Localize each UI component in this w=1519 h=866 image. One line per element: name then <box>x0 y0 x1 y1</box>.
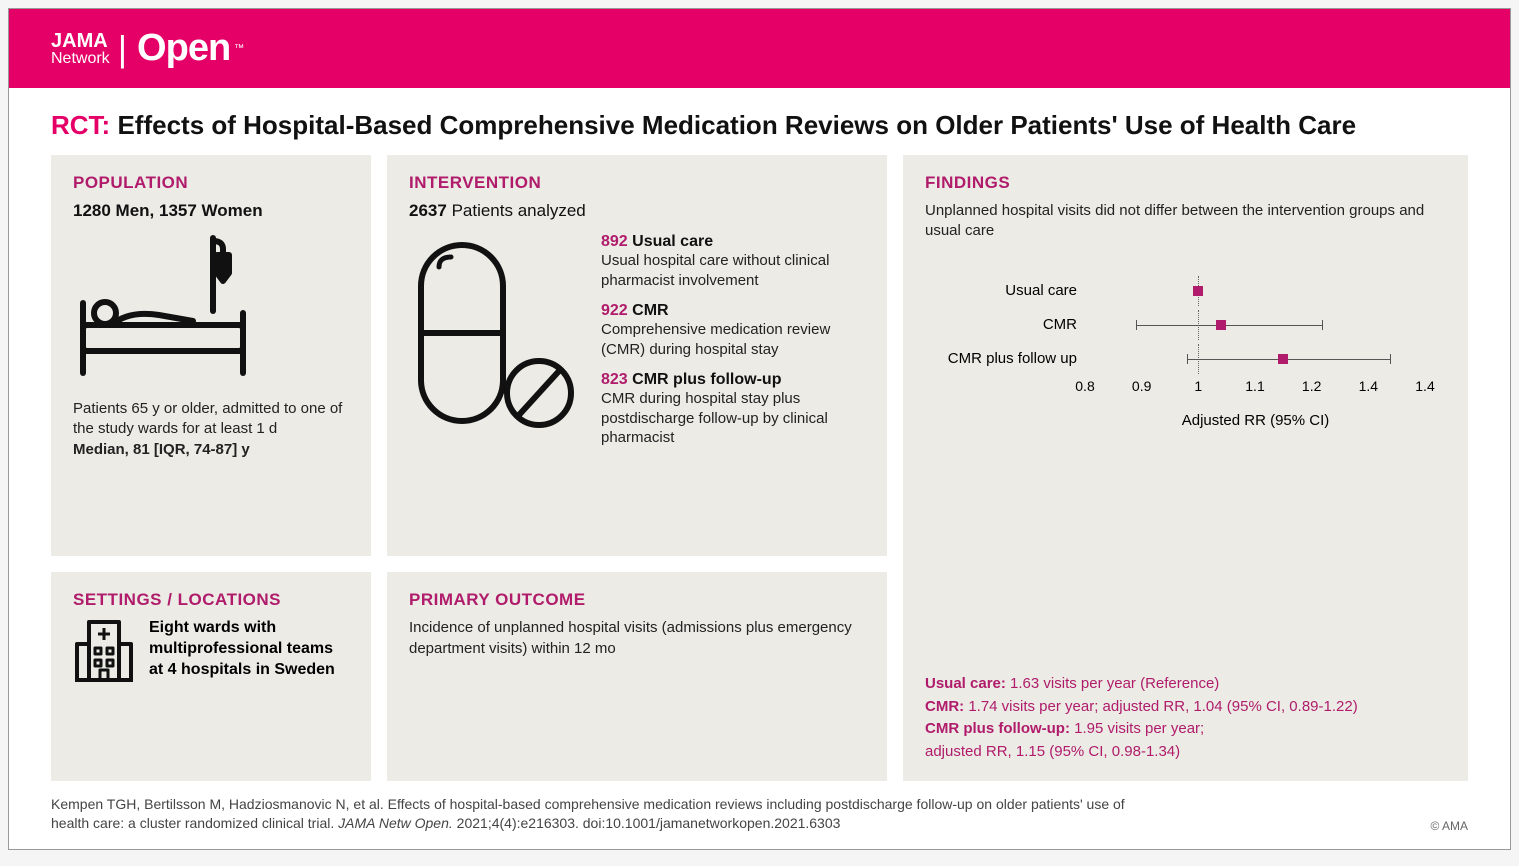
outcome-text: Incidence of unplanned hospital visits (… <box>409 618 865 659</box>
header-bar: JAMA Network | Open ™ <box>9 9 1510 88</box>
logo-trademark: ™ <box>234 43 244 54</box>
forest-row: Usual care <box>925 276 1426 306</box>
findings-results: Usual care: 1.63 visits per year (Refere… <box>925 673 1446 763</box>
population-median: Median, 81 [IQR, 74-87] y <box>73 440 349 460</box>
logo-jama-text: JAMA <box>51 31 110 51</box>
outcome-panel: PRIMARY OUTCOME Incidence of unplanned h… <box>387 572 887 781</box>
citation-text: Kempen TGH, Bertilsson M, Hadziosmanovic… <box>51 795 1151 833</box>
population-desc: Patients 65 y or older, admitted to one … <box>73 399 349 440</box>
title-prefix: RCT: <box>51 110 110 140</box>
pill-icon <box>409 233 579 460</box>
settings-text: Eight wards with multiprofessional teams… <box>149 618 349 680</box>
content-grid: POPULATION 1280 Men, 1357 Women <box>9 155 1510 781</box>
intervention-group: 823 CMR plus follow-upCMR during hospita… <box>601 371 865 448</box>
hospital-icon <box>73 618 135 684</box>
findings-summary: Unplanned hospital visits did not differ… <box>925 201 1446 242</box>
logo-network-text: Network <box>51 51 110 67</box>
outcome-heading: PRIMARY OUTCOME <box>409 590 865 610</box>
population-heading: POPULATION <box>73 173 349 193</box>
jama-network-open-logo: JAMA Network | Open ™ <box>51 27 244 70</box>
intervention-subtitle: 2637 Patients analyzed <box>409 201 865 221</box>
forest-row: CMR plus follow up <box>925 344 1426 374</box>
population-subtitle: 1280 Men, 1357 Women <box>73 201 349 221</box>
intervention-group: 892 Usual careUsual hospital care withou… <box>601 233 865 290</box>
settings-panel: SETTINGS / LOCATIONS <box>51 572 371 781</box>
infographic-page: JAMA Network | Open ™ RCT: Effects of Ho… <box>8 8 1511 850</box>
citation: Kempen TGH, Bertilsson M, Hadziosmanovic… <box>9 781 1510 849</box>
logo-divider: | <box>118 28 127 70</box>
hospital-bed-icon <box>73 233 349 383</box>
page-title: RCT: Effects of Hospital-Based Comprehen… <box>9 88 1510 155</box>
copyright: © AMA <box>1430 819 1468 833</box>
intervention-heading: INTERVENTION <box>409 173 865 193</box>
intervention-group: 922 CMRComprehensive medication review (… <box>601 302 865 359</box>
findings-heading: FINDINGS <box>925 173 1446 193</box>
intervention-groups: 892 Usual careUsual hospital care withou… <box>601 233 865 460</box>
settings-heading: SETTINGS / LOCATIONS <box>73 590 349 610</box>
forest-plot: Usual careCMRCMR plus follow up0.80.911.… <box>925 276 1426 456</box>
title-text: Effects of Hospital-Based Comprehensive … <box>117 110 1356 140</box>
intervention-panel: INTERVENTION 2637 Patients analyzed <box>387 155 887 556</box>
forest-row: CMR <box>925 310 1426 340</box>
logo-open-text: Open <box>137 27 230 70</box>
population-panel: POPULATION 1280 Men, 1357 Women <box>51 155 371 556</box>
findings-panel: FINDINGS Unplanned hospital visits did n… <box>903 155 1468 781</box>
